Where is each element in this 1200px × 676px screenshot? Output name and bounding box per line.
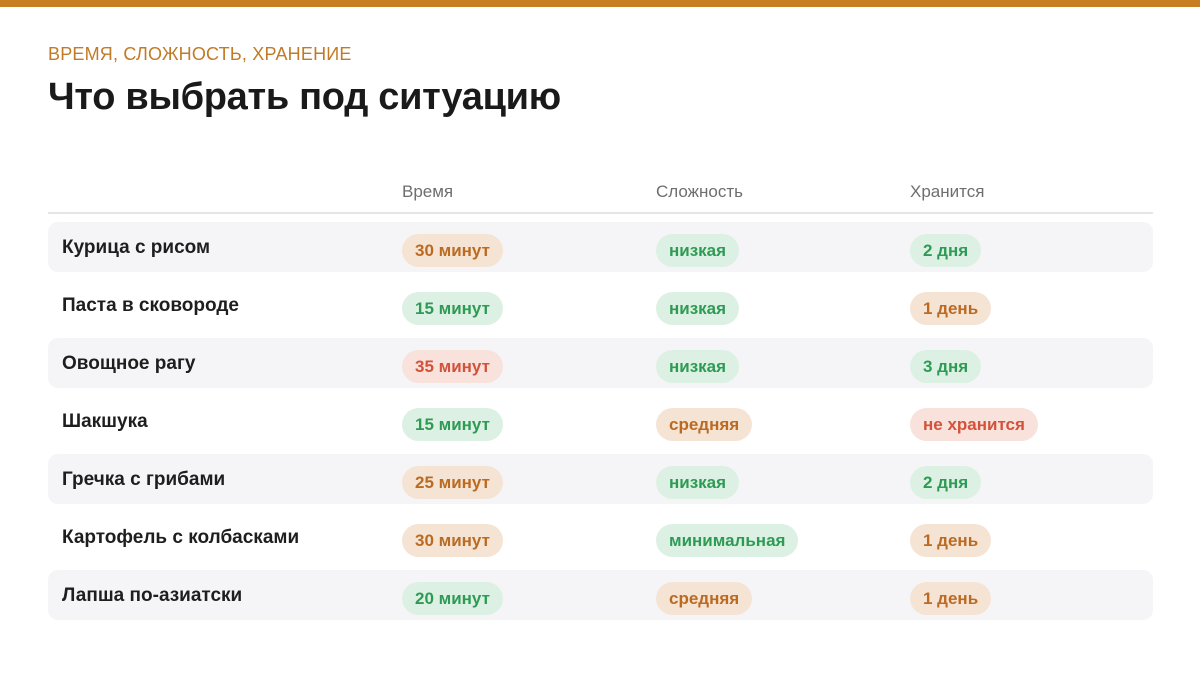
difficulty-badge: низкая xyxy=(656,234,740,267)
time-badge: 35 минут xyxy=(402,350,503,383)
difficulty-badge: низкая xyxy=(656,350,740,383)
header-time: Время xyxy=(402,182,454,201)
header-storage: Хранится xyxy=(910,182,985,201)
table-row: Шакшука 15 минут средняя не хранится xyxy=(48,396,1153,446)
storage-badge: 1 день xyxy=(910,582,992,615)
storage-badge: 1 день xyxy=(910,292,992,325)
time-badge: 25 минут xyxy=(402,466,503,499)
comparison-table: Время Сложность Хранится Курица с рисом … xyxy=(48,172,1153,628)
storage-badge: 1 день xyxy=(910,524,992,557)
table-row: Лапша по-азиатски 20 минут средняя 1 ден… xyxy=(48,570,1153,620)
table-row: Курица с рисом 30 минут низкая 2 дня xyxy=(48,222,1153,272)
table-body: Курица с рисом 30 минут низкая 2 дня Пас… xyxy=(48,222,1153,620)
dish-name: Курица с рисом xyxy=(62,237,211,258)
time-badge: 30 минут xyxy=(402,524,503,557)
time-badge: 15 минут xyxy=(402,408,503,441)
difficulty-badge: средняя xyxy=(656,408,753,441)
difficulty-badge: средняя xyxy=(656,582,753,615)
table-row: Картофель с колбасками 30 минут минималь… xyxy=(48,512,1153,562)
table-header: Время Сложность Хранится xyxy=(48,172,1153,214)
page-title: Что выбрать под ситуацию xyxy=(48,76,561,118)
difficulty-badge: низкая xyxy=(656,292,740,325)
storage-badge: 2 дня xyxy=(910,234,982,267)
time-badge: 20 минут xyxy=(402,582,503,615)
dish-name: Шакшука xyxy=(62,411,148,432)
difficulty-badge: низкая xyxy=(656,466,740,499)
eyebrow-label: ВРЕМЯ, СЛОЖНОСТЬ, ХРАНЕНИЕ xyxy=(48,44,352,64)
storage-badge: 2 дня xyxy=(910,466,982,499)
top-accent-bar xyxy=(0,0,1200,7)
header-difficulty: Сложность xyxy=(656,182,744,201)
table-row: Овощное рагу 35 минут низкая 3 дня xyxy=(48,338,1153,388)
dish-name: Овощное рагу xyxy=(62,353,196,374)
dish-name: Гречка с грибами xyxy=(62,469,226,490)
storage-badge: 3 дня xyxy=(910,350,982,383)
table-row: Гречка с грибами 25 минут низкая 2 дня xyxy=(48,454,1153,504)
dish-name: Лапша по-азиатски xyxy=(62,585,243,606)
difficulty-badge: минимальная xyxy=(656,524,799,557)
time-badge: 15 минут xyxy=(402,292,503,325)
time-badge: 30 минут xyxy=(402,234,503,267)
dish-name: Паста в сковороде xyxy=(62,295,239,316)
table-row: Паста в сковороде 15 минут низкая 1 день xyxy=(48,280,1153,330)
dish-name: Картофель с колбасками xyxy=(62,527,300,548)
storage-badge: не хранится xyxy=(910,408,1038,441)
